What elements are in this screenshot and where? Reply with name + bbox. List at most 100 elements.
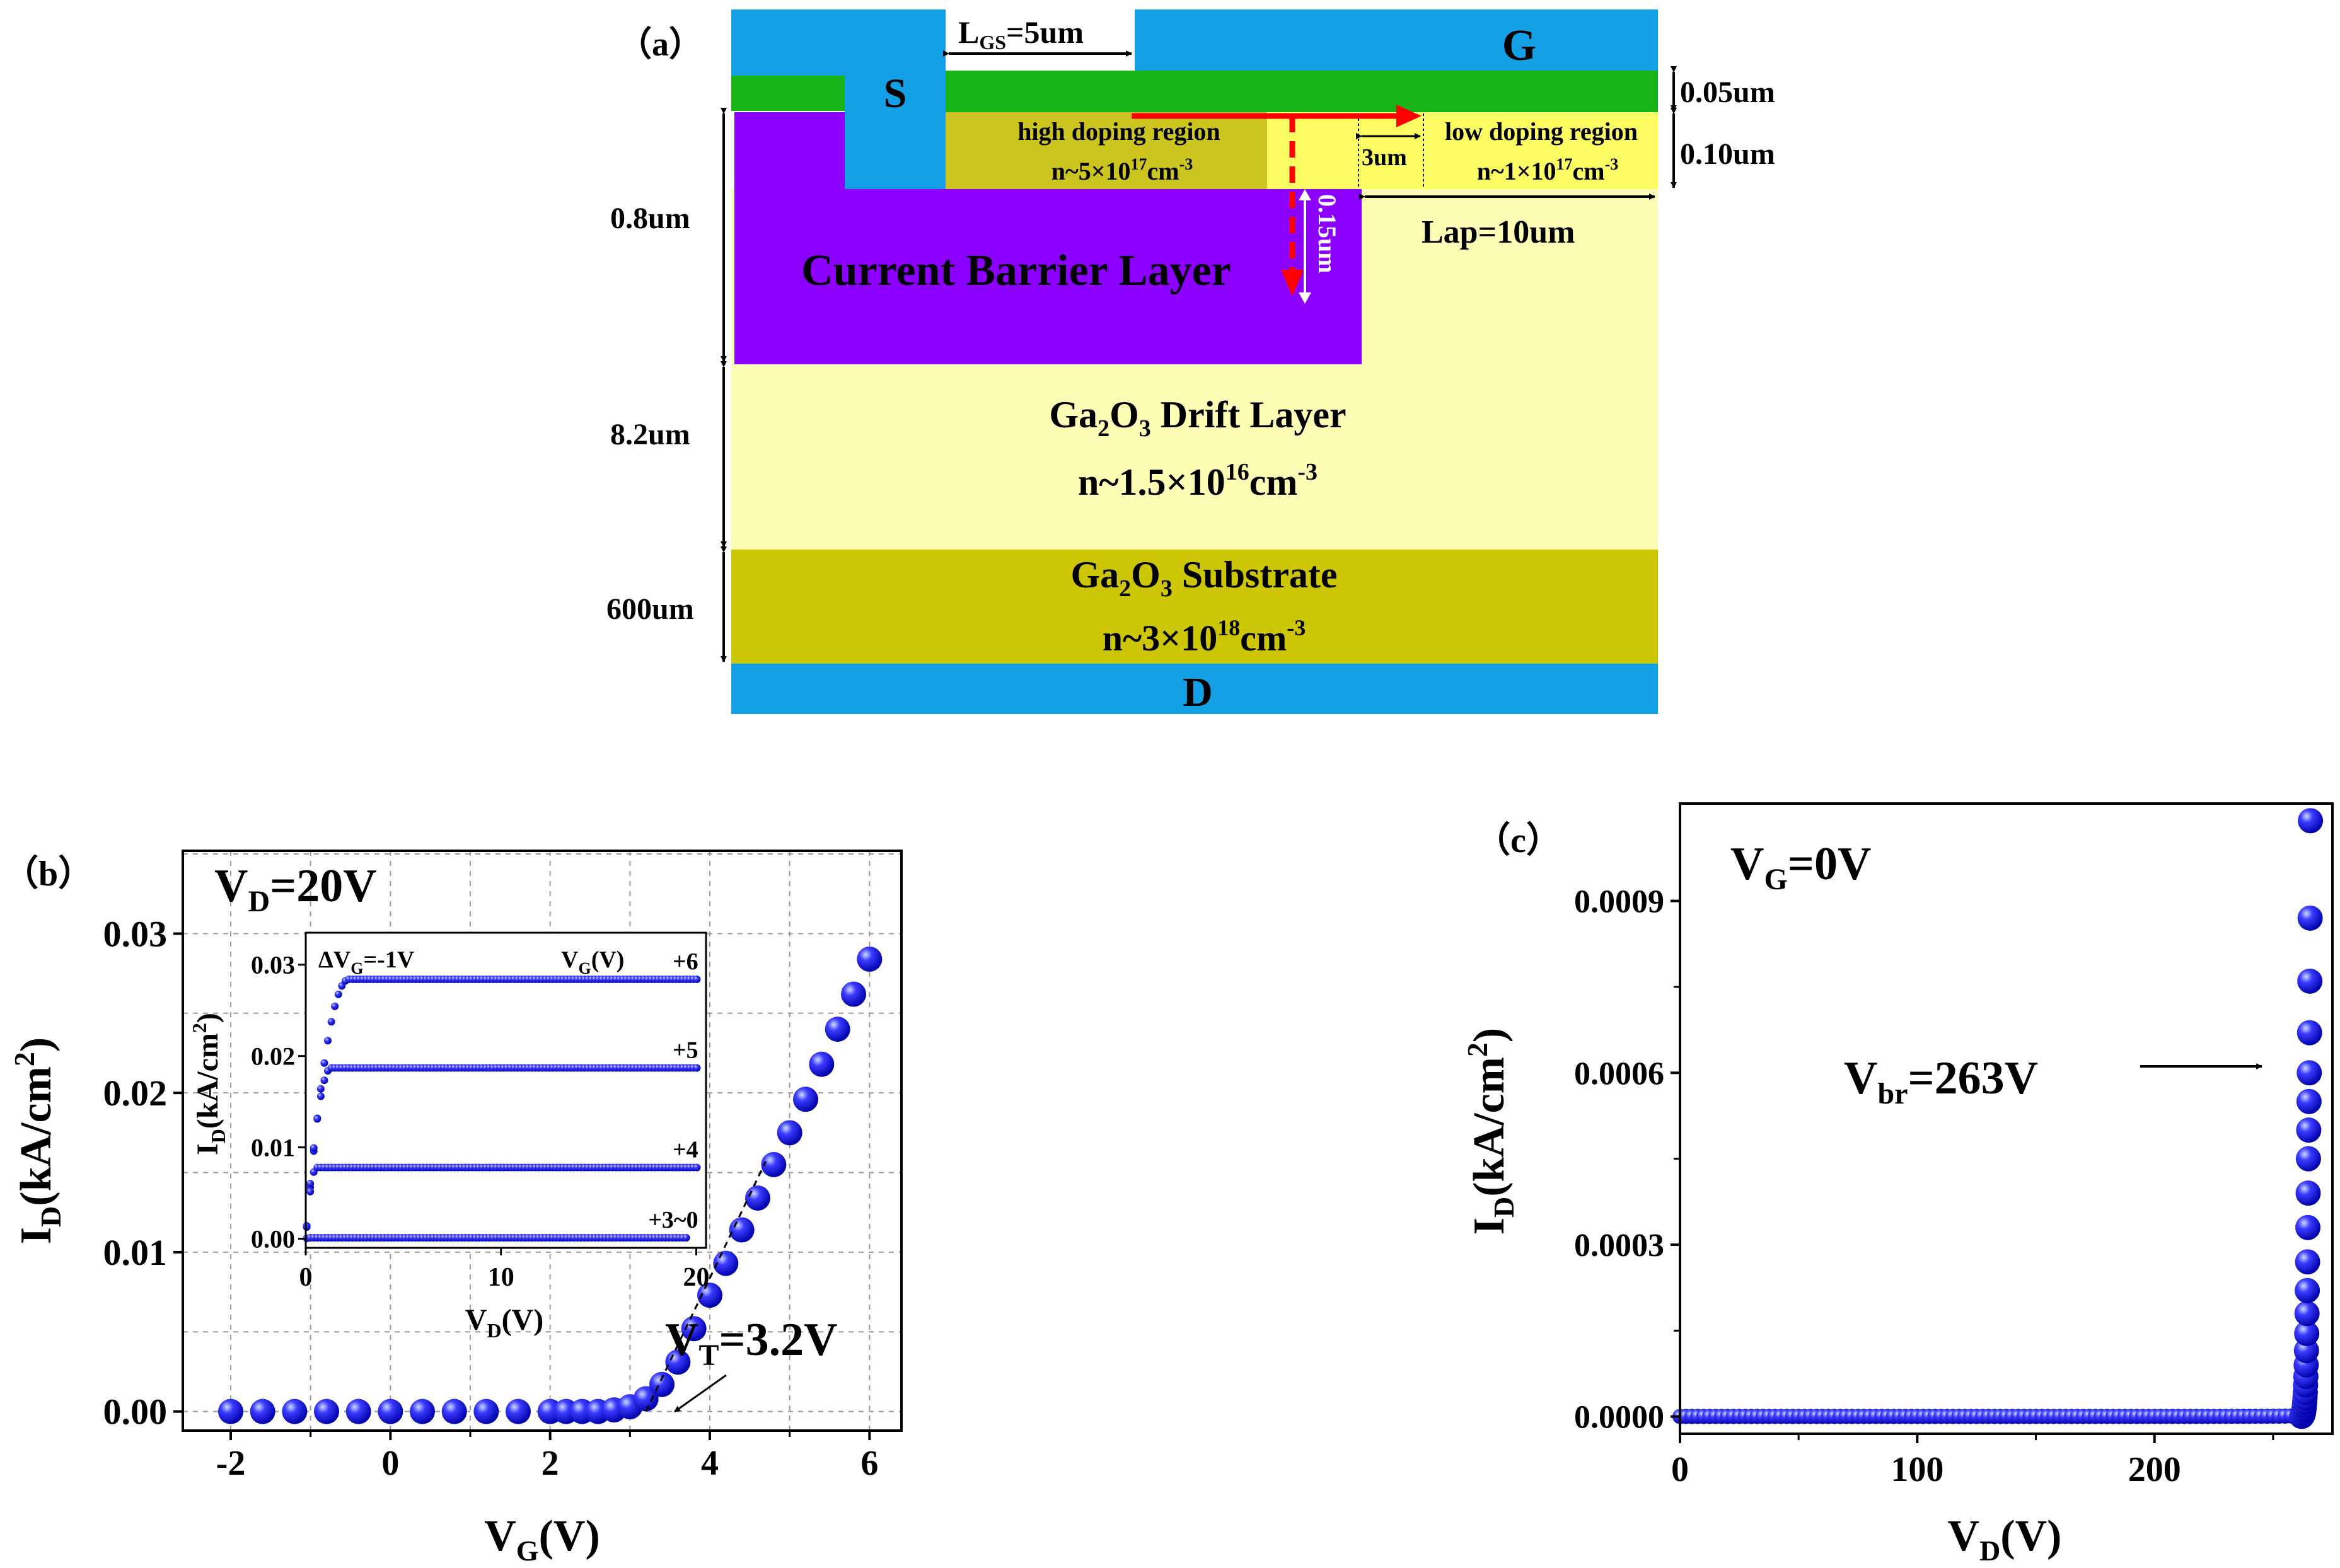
panel-b-label: （b）	[3, 854, 93, 894]
drift-layer-conc: n~1.5×1016cm-3	[1078, 459, 1318, 503]
chart-c-y-tick-label: 0.0006	[1574, 1056, 1664, 1092]
inset-data-point	[693, 1064, 701, 1072]
chart-b-data-point	[729, 1217, 755, 1243]
chart-b-data-point	[250, 1398, 275, 1424]
inset-data-point	[693, 975, 701, 983]
chart-c-breakdown-point	[2297, 968, 2323, 994]
low-doping-title: low doping region	[1445, 117, 1638, 146]
inset-data-point	[682, 1234, 690, 1242]
lap-label: Lap=10um	[1422, 214, 1575, 250]
chart-b-ticks: -2 0 2 4 6 0.00 0.01 0.02 0.03	[103, 913, 879, 1483]
chart-c-breakdown-point	[2295, 1214, 2321, 1240]
green-layer-left	[731, 76, 845, 111]
inset-data-point	[316, 1092, 325, 1100]
chart-c-breakdown-point	[2297, 1020, 2322, 1046]
chart-b-y-tick-label: 0.02	[103, 1073, 168, 1114]
inset-y-tick-label: 0.01	[251, 1134, 295, 1162]
chart-c-vbr-annotation: Vbr=263V	[1844, 1052, 2038, 1110]
high-doping-region	[946, 112, 1267, 189]
transfer-characteristic-chart: （b） -2 0 2 4 6 0.00 0.01 0.02 0.03 VD=20V VT=3.2…	[3, 850, 903, 1567]
chart-c-y-tick-label: 0.0009	[1574, 884, 1664, 920]
current-arrowhead-horizontal	[1396, 105, 1422, 127]
chart-c-breakdown-point	[2294, 1301, 2320, 1327]
chart-b-data-point	[825, 1017, 850, 1042]
inset-plot-frame	[304, 931, 707, 1249]
gate-contact	[1135, 9, 1658, 71]
inset-data-point	[303, 1222, 311, 1230]
chart-b-data-point	[441, 1398, 467, 1424]
chart-c-x-tick-label: 200	[2128, 1450, 2181, 1489]
substrate-title: Ga2O3 Substrate	[1070, 554, 1337, 602]
chart-b-data-point	[282, 1398, 308, 1424]
chart-b-data-point	[345, 1398, 371, 1424]
chart-c-breakdown-point	[2297, 1060, 2322, 1086]
chart-b-data-points	[218, 946, 883, 1424]
dim-015-head-top	[1299, 189, 1311, 200]
high-doping-title: high doping region	[1017, 117, 1220, 146]
inset-data-point	[306, 1180, 315, 1188]
chart-c-breakdown-point	[2294, 1320, 2320, 1346]
chart-c-breakdown-point	[2296, 1088, 2322, 1114]
inset-vg-annotation: VG(V)	[561, 947, 624, 977]
inset-data-point	[320, 1059, 328, 1067]
chart-b-x-tick-label: 4	[701, 1444, 719, 1483]
chart-b-x-tick-label: 0	[381, 1444, 399, 1483]
panel-a-label: （a）	[618, 25, 703, 63]
chart-b-vd-annotation: VD=20V	[214, 860, 377, 918]
chart-b-data-point	[745, 1185, 770, 1211]
chart-b-data-point	[777, 1120, 802, 1146]
inset-series-2: +4	[303, 1136, 701, 1230]
inset-x-tick-label: 10	[488, 1263, 514, 1292]
chart-b-vt-tangent	[645, 1161, 767, 1412]
inset-data-point	[306, 1187, 315, 1196]
inset-xlabel: VD(V)	[465, 1303, 543, 1342]
source-label: S	[884, 71, 907, 117]
chart-c-y-tick-label: 0.0000	[1574, 1400, 1664, 1436]
chart-b-data-point	[761, 1151, 787, 1177]
chart-c-breakdown-point	[2297, 905, 2323, 931]
chart-c-breakdown-point	[2296, 1117, 2322, 1143]
breakdown-characteristic-chart: （c） 0 100 200 0.0000 0.0003 0.0006 0.0009 VG=0…	[1461, 802, 2334, 1567]
inset-data-point	[693, 1163, 701, 1172]
chart-b-data-point	[218, 1398, 243, 1424]
inset-series-label: +3~0	[648, 1207, 698, 1233]
high-doping-conc: n~5×1017cm-3	[1051, 155, 1193, 185]
chart-b-y-tick-label: 0.00	[103, 1392, 168, 1433]
inset-series-1: +5	[303, 1037, 701, 1230]
inset-data-point	[327, 1018, 335, 1026]
chart-b-data-point	[681, 1316, 707, 1342]
chart-c-y-tick-label: 0.0003	[1574, 1228, 1664, 1264]
chart-b-x-tick-label: -2	[216, 1444, 246, 1483]
chart-c-x-tick-label: 100	[1891, 1450, 1943, 1489]
chart-c-x-tick-label: 0	[1671, 1450, 1689, 1489]
inset-series-label: +4	[673, 1136, 698, 1163]
dim-82-label: 8.2um	[610, 418, 690, 451]
device-cross-section: （a） S G D LGS=5um 0.05um 0.10um 0.8um 8.…	[606, 9, 1775, 715]
inset-data-point	[316, 1085, 325, 1093]
chart-b-xlabel: VG(V)	[484, 1512, 600, 1567]
drain-label: D	[1183, 669, 1213, 715]
green-layer-right	[946, 71, 1658, 112]
chart-b-data-point	[841, 981, 866, 1007]
dim-600-label: 600um	[606, 592, 694, 626]
inset-data-point	[320, 1076, 328, 1085]
dim-015-head-bottom	[1299, 292, 1311, 304]
inset-curves: +6 +5 +4 +3~0	[303, 948, 701, 1242]
inset-y-tick-label: 0.03	[251, 951, 295, 979]
chart-c-breakdown-point	[2295, 1277, 2320, 1303]
chart-b-data-point	[857, 946, 883, 972]
chart-b-data-point	[314, 1398, 339, 1424]
inset-x-tick-label: 0	[299, 1263, 313, 1292]
chart-c-ylabel: ID(kA/cm2)	[1461, 1028, 1520, 1235]
inset-data-point	[324, 1037, 332, 1045]
chart-b-plot-frame	[182, 850, 903, 1432]
dim-3um-label: 3um	[1362, 144, 1407, 171]
chart-b-vt-pointer	[674, 1374, 727, 1413]
chart-b-y-tick-label: 0.01	[103, 1232, 168, 1273]
chart-c-data-points	[1672, 808, 2324, 1429]
dim-010-label: 0.10um	[1680, 137, 1775, 171]
dim-005-label: 0.05um	[1680, 76, 1775, 109]
dim-08-label: 0.8um	[610, 202, 690, 235]
low-doping-conc: n~1×1017cm-3	[1477, 155, 1619, 185]
